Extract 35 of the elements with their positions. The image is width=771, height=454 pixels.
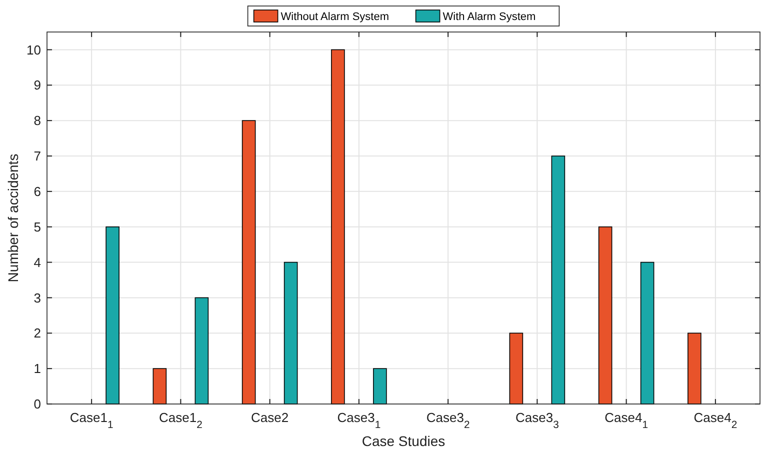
x-tick-label: Case3$_{2}$: [426, 410, 470, 430]
bar: [509, 332, 524, 404]
bar: [640, 262, 654, 404]
legend-label: Without Alarm System: [280, 10, 390, 23]
y-tick-label: 5: [34, 219, 41, 234]
x-tick-label: Case2: [251, 410, 289, 425]
y-tick-label: 3: [34, 290, 41, 306]
bar: [194, 297, 209, 404]
x-tick-label: Case4$_{2}$: [694, 410, 738, 430]
bar: [331, 49, 345, 404]
y-tick-label: 9: [34, 78, 41, 93]
y-tick-label: 1: [34, 361, 41, 376]
x-tick-label: Case3$_{3}$: [516, 410, 560, 430]
bar: [152, 368, 167, 404]
y-tick-label: 4: [34, 254, 41, 270]
y-tick-label: 0: [34, 396, 41, 412]
bar: [242, 120, 256, 404]
bar: [373, 368, 387, 404]
bar: [551, 156, 566, 404]
y-tick-label: 2: [34, 326, 41, 341]
bar: [598, 226, 612, 404]
y-axis-title: Number of accidents: [5, 154, 21, 282]
x-tick-label: Case1$_{2}$: [159, 410, 203, 430]
bar: [688, 332, 702, 404]
y-tick-label: 6: [34, 184, 41, 199]
bar: [284, 262, 298, 404]
x-tick-label: Case1$_{1}$: [70, 410, 114, 430]
x-axis-title: Case Studies: [362, 433, 446, 449]
y-tick-label: 10: [26, 42, 41, 58]
y-tick-label: 8: [34, 113, 41, 128]
legend-label: With Alarm System: [442, 10, 536, 23]
x-tick-label: Case3$_{1}$: [337, 410, 381, 430]
y-tick-label: 7: [34, 148, 41, 164]
bar: [106, 226, 120, 404]
x-tick-label: Case4$_{1}$: [604, 410, 648, 430]
